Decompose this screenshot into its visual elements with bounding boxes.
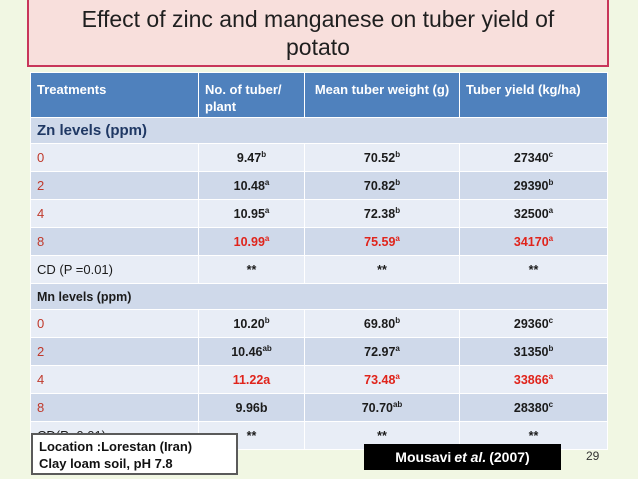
table-row: 8 10.99a 75.59a 34170a [30,227,608,256]
weight-cell: 73.48a [304,365,460,394]
yield-cell: ** [459,255,608,284]
yield-cell: 31350b [459,337,608,366]
table-row: 0 9.47b 70.52b 27340c [30,143,608,172]
slide-title: Effect of zinc and manganese on tuber yi… [27,0,609,67]
slide-title-text: Effect of zinc and manganese on tuber yi… [81,5,555,60]
tubers-cell: 9.47b [198,143,305,172]
weight-cell: 72.97a [304,337,460,366]
treatment-cell: 4 [30,365,199,394]
yield-cell: 32500a [459,199,608,228]
weight-cell: 75.59a [304,227,460,256]
header-treatments: Treatments [30,72,199,118]
tubers-cell: 10.95a [198,199,305,228]
weight-cell: 72.38b [304,199,460,228]
reference-author: Mousavi [395,449,452,465]
tubers-cell: 10.48a [198,171,305,200]
location-box: Location :Lorestan (Iran) Clay loam soil… [31,433,238,475]
header-tuber-yield: Tuber yield (kg/ha) [459,72,608,118]
tubers-cell: 9.96b [198,393,305,422]
zn-section-row: Zn levels (ppm) [30,117,608,144]
tubers-cell: ** [198,255,305,284]
weight-cell: 70.70ab [304,393,460,422]
page-number: 29 [586,449,600,463]
yield-cell: 29360c [459,309,608,338]
treatment-cell: 0 [30,309,199,338]
treatment-cell: 8 [30,227,199,256]
table-row: 8 9.96b 70.70ab 28380c [30,393,608,422]
yield-cell: 27340c [459,143,608,172]
location-line: Location :Lorestan (Iran) [39,439,193,454]
treatment-cell: 8 [30,393,199,422]
treatment-cell: 2 [30,337,199,366]
tubers-cell: 10.46ab [198,337,305,366]
reference-box: Mousavi et al. (2007) [364,444,561,470]
weight-cell: 70.52b [304,143,460,172]
table-row: 4 10.95a 72.38b 32500a [30,199,608,228]
yield-cell: 28380c [459,393,608,422]
treatment-cell: 0 [30,143,199,172]
header-mean-tuber-weight: Mean tuber weight (g) [304,72,460,118]
table-row: 4 11.22a 73.48a 33866a [30,365,608,394]
table-row: 0 10.20b 69.80b 29360c [30,309,608,338]
soil-line: Clay loam soil, pH 7.8 [39,456,173,471]
reference-year: (2007) [489,449,530,465]
results-table: Treatments No. of tuber/ plant Mean tube… [30,72,608,450]
weight-cell: 70.82b [304,171,460,200]
table-row: 2 10.48a 70.82b 29390b [30,171,608,200]
yield-cell: 34170a [459,227,608,256]
tubers-cell: 11.22a [198,365,305,394]
weight-cell: ** [304,255,460,284]
zn-section-label: Zn levels (ppm) [30,117,608,144]
cd-row: CD (P =0.01) ** ** ** [30,255,608,284]
tubers-cell: 10.99a [198,227,305,256]
yield-cell: 33866a [459,365,608,394]
yield-cell: 29390b [459,171,608,200]
mn-section-row: Mn levels (ppm) [30,283,608,310]
table-row: 2 10.46ab 72.97a 31350b [30,337,608,366]
tubers-cell: 10.20b [198,309,305,338]
reference-etal: et al. [454,449,487,465]
treatment-cell: 2 [30,171,199,200]
table-header-row: Treatments No. of tuber/ plant Mean tube… [30,72,608,118]
weight-cell: 69.80b [304,309,460,338]
treatment-cell: 4 [30,199,199,228]
cd-label: CD (P =0.01) [30,255,199,284]
header-tubers-per-plant: No. of tuber/ plant [198,72,305,118]
mn-section-label: Mn levels (ppm) [30,283,608,310]
